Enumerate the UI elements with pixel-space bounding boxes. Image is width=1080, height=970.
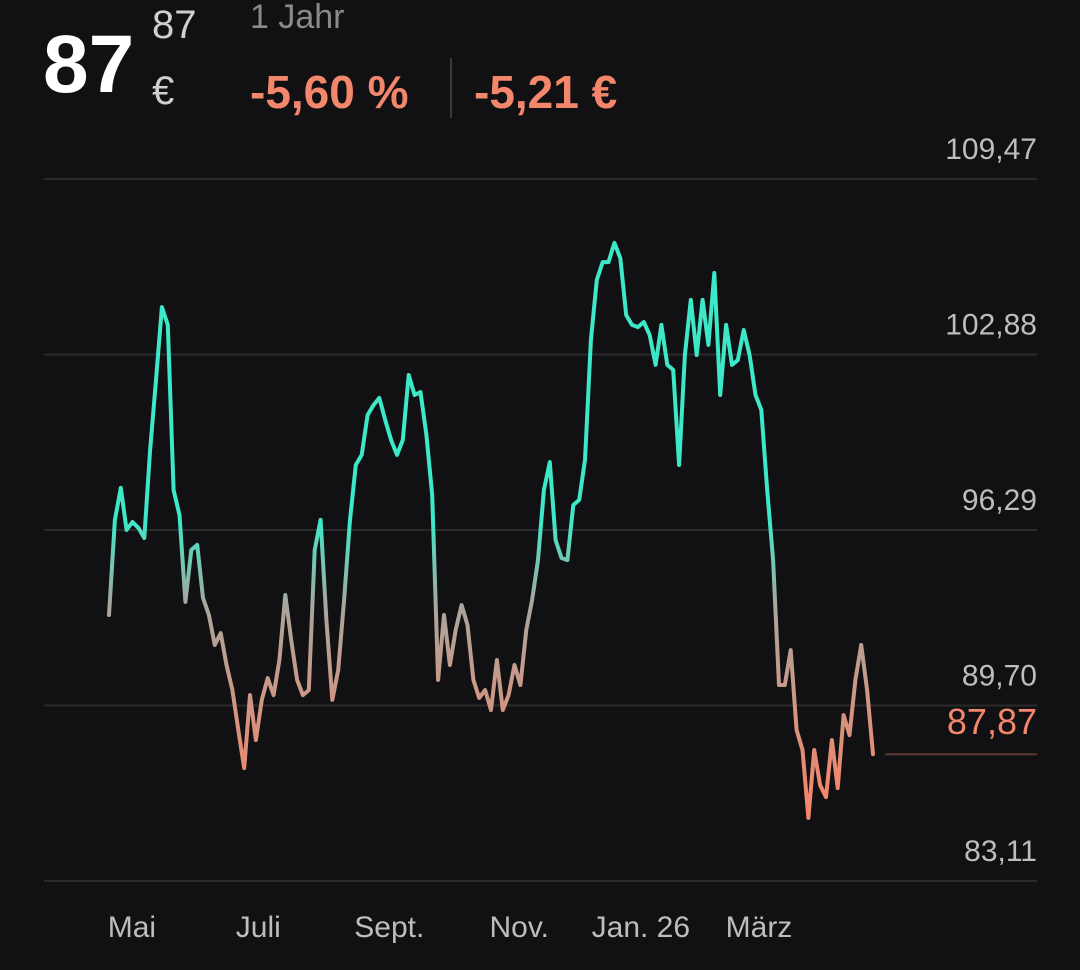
y-tick-label: 102,88 xyxy=(945,309,1037,342)
currency: € xyxy=(152,69,174,113)
y-tick-label: 96,29 xyxy=(962,484,1037,517)
change-pct: -5,60 % xyxy=(250,66,409,118)
x-tick-label: Sept. xyxy=(354,911,424,944)
price-int: 87 xyxy=(43,19,134,110)
y-tick-label: 83,11 xyxy=(964,835,1037,868)
current-label: 87,87 xyxy=(947,701,1037,742)
x-tick-label: Mai xyxy=(108,911,156,944)
y-tick-label: 89,70 xyxy=(962,660,1037,693)
price-line xyxy=(107,240,875,820)
y-tick-label: 109,47 xyxy=(945,133,1037,166)
x-tick-label: März xyxy=(726,911,793,944)
change-abs: -5,21 € xyxy=(474,66,617,118)
x-tick-label: Juli xyxy=(236,911,281,944)
x-tick-label: Jan. 26 xyxy=(592,911,690,944)
price-dec: 87 xyxy=(152,3,197,47)
x-tick-label: Nov. xyxy=(489,911,548,944)
period: 1 Jahr xyxy=(250,0,345,36)
